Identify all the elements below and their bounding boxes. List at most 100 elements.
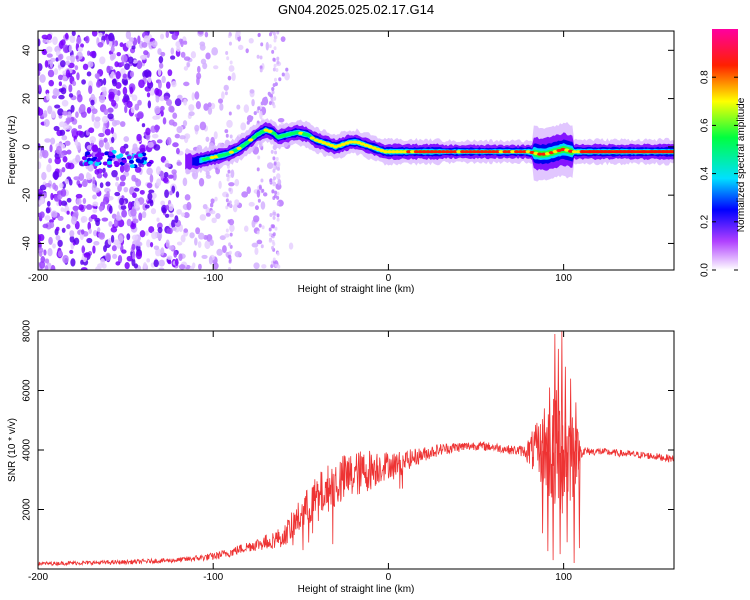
spectrogram-noise-blob <box>48 158 53 164</box>
spectrogram-noise-blob <box>70 54 76 64</box>
spectrogram-noise-blob <box>101 217 109 222</box>
spectrogram-noise-blob <box>133 200 140 209</box>
spectrogram-noise-blob <box>116 240 121 249</box>
spectrogram-noise-blob <box>269 178 273 183</box>
spectrogram-noise-blob <box>226 56 230 61</box>
spectrogram-noise-blob <box>92 245 96 254</box>
spectrogram-noise-blob <box>197 31 204 35</box>
spectrogram-noise-blob <box>50 137 56 145</box>
spectrogram-noise-blob <box>43 110 48 118</box>
spectrogram-noise-blob <box>272 57 276 62</box>
spectrogram-ridge-core <box>490 150 497 154</box>
spectrogram-noise-blob <box>44 138 51 143</box>
spectrogram-noise-blob <box>225 198 229 203</box>
spectrogram-noise-blob <box>251 242 259 248</box>
spectrogram-noise-blob <box>273 46 277 51</box>
spectrogram-noise-blob <box>273 194 277 199</box>
spectrogram-noise-blob <box>180 234 186 243</box>
spectrogram-ridge-core <box>309 136 315 140</box>
spectrogram-noise-blob <box>103 108 109 116</box>
spectrogram-noise-blob <box>39 260 46 269</box>
spectrogram-noise-blob <box>171 80 177 88</box>
spectrogram-noise-blob <box>146 92 151 98</box>
spectrogram-noise-blob <box>122 98 126 103</box>
spectrogram-ridge-core <box>232 148 238 153</box>
spectrogram-noise-blob <box>110 234 115 243</box>
spectrogram-noise-blob <box>115 215 123 221</box>
spectrogram-noise-blob <box>169 213 174 218</box>
spectrogram-noise-blob <box>284 72 290 81</box>
spectrogram-noise-blob <box>69 34 76 44</box>
spectrogram-noise-blob <box>240 122 247 131</box>
spectrogram-noise-blob <box>227 75 232 81</box>
spectrogram-noise-blob <box>260 244 264 249</box>
spectrogram-noise-blob <box>141 41 148 48</box>
spectrogram-noise-blob <box>70 104 75 113</box>
spectrogram-noise-blob <box>166 99 173 106</box>
spectrogram-noise-blob <box>280 36 286 42</box>
spectrogram-noise-blob <box>269 213 273 218</box>
spectrogram-ridge-core <box>348 140 354 144</box>
spectrogram-noise-blob <box>92 176 96 186</box>
spectrogram-ridge-core <box>498 150 504 154</box>
spectrogram-noise-blob <box>209 210 216 215</box>
snr-ytick-label: 2000 <box>22 498 33 521</box>
spectrogram-cluster-blob <box>111 149 117 154</box>
spectrogram-noise-blob <box>72 80 77 87</box>
spectrogram-noise-blob <box>198 177 205 187</box>
spectrogram-noise-blob <box>60 188 67 197</box>
spectrogram-noise-blob <box>228 257 232 262</box>
spectrogram-noise-blob <box>234 178 240 187</box>
spectrogram-noise-blob <box>57 74 64 81</box>
spectrogram-noise-blob <box>68 44 73 53</box>
spectrogram-spur-blob <box>285 67 289 72</box>
spectrogram-noise-blob <box>52 171 60 180</box>
spectrogram-noise-blob <box>135 250 143 260</box>
spectrogram-cluster-blob <box>128 159 134 164</box>
figure-title: GN04.2025.025.02.17.G14 <box>278 2 434 17</box>
spectrogram-noise-blob <box>165 239 170 248</box>
spectrogram-noise-blob <box>160 105 165 111</box>
spectrogram-noise-blob <box>82 197 87 205</box>
spectrogram-noise-blob <box>74 139 79 146</box>
spectrogram-noise-blob <box>127 56 134 64</box>
spectrogram-noise-blob <box>225 252 229 257</box>
snr-panel: -200 -100 0 100 2000 4000 6000 8000 Height of s… <box>7 319 675 595</box>
spectrogram-noise-blob <box>275 161 281 168</box>
spectrogram-noise-blob <box>174 133 181 139</box>
spectrogram-noise-blob <box>184 194 191 201</box>
spectrogram-noise-blob <box>64 178 69 185</box>
spectrogram-noise-blob <box>268 227 272 232</box>
spectrogram-noise-blob <box>132 251 136 260</box>
spectrogram-noise-blob <box>125 31 132 40</box>
spectrogram-noise-blob <box>253 262 260 270</box>
spectrogram-noise-blob <box>60 60 66 68</box>
spectrogram-noise-blob <box>48 236 53 245</box>
spectrogram-noise-blob <box>131 45 136 50</box>
spectrogram-ridge-core <box>487 150 493 154</box>
spectrogram-xtick-label: -200 <box>28 273 48 284</box>
spectrogram-noise-blob <box>228 266 232 270</box>
spectrogram-noise-blob <box>65 117 72 123</box>
spectrogram-noise-blob <box>175 41 181 48</box>
colorbar-tick-label: 0.6 <box>700 118 711 132</box>
spectrogram-noise-blob <box>115 71 121 80</box>
spectrogram-noise-blob <box>227 254 231 259</box>
spectrogram-noise-blob <box>54 156 61 165</box>
spectrogram-noise-blob <box>268 238 272 243</box>
spectrogram-noise-blob <box>49 144 53 153</box>
spectrogram-noise-blob <box>62 208 69 213</box>
spectrogram-noise-blob <box>257 198 261 203</box>
spectrogram-noise-blob <box>61 135 68 141</box>
spectrogram-noise-blob <box>198 263 202 270</box>
colorbar-label: Normalized spectral amplitude <box>736 97 747 232</box>
spectrogram-ridge-core <box>367 145 373 149</box>
spectrogram-ridge-core <box>248 138 254 142</box>
spectrogram-noise-blob <box>59 182 64 189</box>
spectrogram-noise-blob <box>65 162 72 169</box>
spectrogram-noise-blob <box>127 201 133 210</box>
spectrogram-noise-blob <box>211 217 217 224</box>
spectrogram-noise-blob <box>277 166 281 171</box>
spectrogram-noise-blob <box>92 201 99 207</box>
spectrogram-noise-blob <box>175 191 180 198</box>
